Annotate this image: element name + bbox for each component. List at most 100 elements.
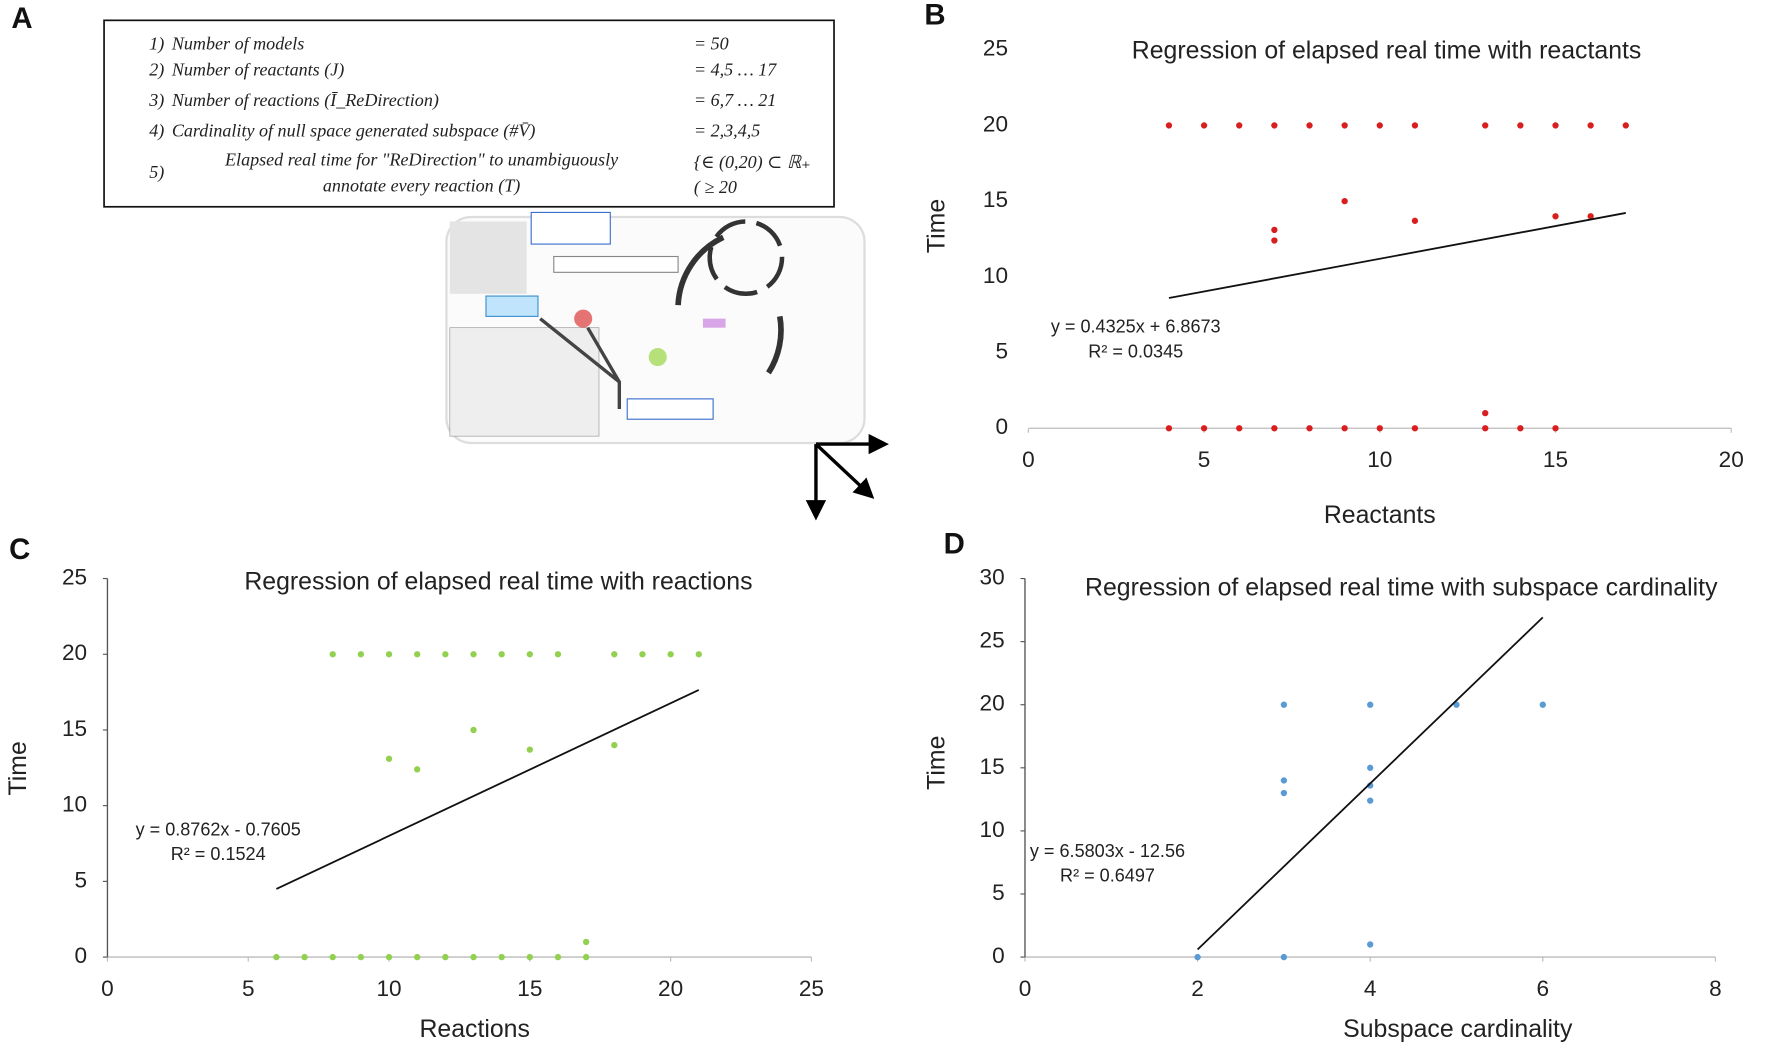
x-tick-label: 10 [1367, 447, 1392, 472]
scatter-point [582, 938, 590, 946]
scatter-point [1280, 789, 1288, 797]
scatter-point [385, 651, 393, 658]
scatter-point [695, 651, 702, 658]
y-tick-label: 5 [995, 339, 1008, 364]
y-tick-label: 20 [980, 691, 1005, 716]
scatter-point [554, 953, 562, 961]
trendline [1196, 616, 1544, 951]
scatter-point [1200, 122, 1208, 129]
trendline [276, 689, 700, 890]
scatter-point [385, 755, 393, 762]
y-tick-label: 25 [980, 628, 1005, 653]
y-tick-label: 15 [980, 754, 1005, 779]
scatter-point [1367, 797, 1374, 804]
panel-letter: A [11, 2, 32, 35]
r-squared: R² = 0.6497 [1060, 866, 1155, 886]
scatter-point [1552, 122, 1559, 129]
scatter-point [1376, 425, 1383, 432]
scatter-point [442, 953, 449, 961]
x-tick-label: 20 [658, 976, 683, 1001]
scatter-point [329, 651, 336, 658]
y-tick-label: 0 [995, 414, 1008, 439]
scatter-point [1306, 122, 1313, 129]
y-tick-label: 20 [62, 640, 87, 665]
x-tick-label: 0 [1019, 976, 1032, 1001]
scatter-point [1517, 122, 1524, 129]
x-axis-label: Subspace cardinality [1343, 1016, 1573, 1043]
scatter-point [1271, 237, 1278, 244]
scatter-point [1539, 701, 1546, 708]
scatter-point [1552, 425, 1559, 432]
row-label: Elapsed real time for "ReDirection" to u… [224, 150, 619, 170]
scatter-point [498, 953, 505, 961]
scatter-point [1271, 122, 1278, 129]
scatter-point [1411, 122, 1419, 129]
y-tick-label: 10 [62, 792, 87, 817]
scatter-point [1411, 425, 1419, 432]
scatter-point [1482, 122, 1489, 129]
regression-equation: y = 0.4325x + 6.8673 [1051, 316, 1221, 336]
scatter-point [526, 746, 533, 753]
scatter-point [1482, 425, 1489, 432]
y-tick-label: 10 [980, 817, 1005, 842]
panel-letter: C [9, 533, 30, 566]
scatter-point [442, 651, 449, 658]
x-tick-label: 20 [1719, 447, 1744, 472]
row-label: Number of models [171, 33, 304, 53]
scatter-point [414, 651, 421, 658]
scatter-point [1341, 425, 1348, 432]
x-tick-label: 15 [517, 976, 542, 1001]
scatter-point [1341, 197, 1348, 205]
row-value: = 4,5 … 17 [694, 59, 777, 79]
scatter-point [357, 651, 365, 658]
chart-title: Regression of elapsed real time with rea… [1132, 38, 1642, 65]
scatter-point [554, 651, 562, 658]
row-label: Cardinality of null space generated subs… [172, 120, 536, 141]
x-tick-label: 2 [1191, 976, 1204, 1001]
y-tick-label: 25 [983, 36, 1008, 61]
r-squared: R² = 0.1524 [171, 844, 266, 864]
regression-equation: y = 6.5803x - 12.56 [1030, 841, 1185, 861]
x-tick-label: 5 [1198, 447, 1211, 472]
scatter-point [639, 651, 646, 658]
chart-title: Regression of elapsed real time with sub… [1085, 574, 1718, 601]
scatter-point [1194, 953, 1201, 961]
scatter-point [470, 651, 477, 658]
row-number: 3) [148, 90, 164, 111]
row-number: 5) [149, 162, 164, 183]
scatter-point [1367, 941, 1374, 948]
y-tick-label: 5 [75, 867, 88, 892]
row-label: Number of reactants (J) [171, 59, 344, 80]
scatter-point [1376, 122, 1383, 129]
scatter-point [1587, 122, 1594, 129]
y-axis-label: Time [5, 741, 32, 795]
workflow-thumbnail [445, 211, 866, 445]
arrows [805, 433, 889, 521]
scatter-point [329, 953, 336, 961]
y-tick-label: 0 [75, 943, 88, 968]
row-value: = 6,7 … 21 [694, 90, 776, 110]
panel-letter: D [944, 528, 965, 561]
y-tick-label: 25 [62, 565, 87, 590]
x-tick-label: 8 [1709, 976, 1722, 1001]
y-tick-label: 20 [983, 111, 1008, 136]
scatter-point [1200, 425, 1208, 432]
scatter-point [470, 726, 477, 734]
scatter-point [273, 953, 280, 961]
scatter-point [526, 651, 533, 658]
scatter-point [1411, 217, 1419, 224]
x-axis-label: Reactions [419, 1016, 529, 1043]
y-axis-label: Time [924, 736, 951, 790]
row-label: Number of reactions (Ī_ReDirection) [171, 90, 439, 111]
y-tick-label: 15 [983, 187, 1008, 212]
x-axis-label: Reactants [1324, 502, 1436, 529]
scatter-point [1367, 764, 1374, 771]
scatter-point [1517, 425, 1524, 432]
row-number: 2) [149, 59, 164, 80]
row-value: = 2,3,4,5 [694, 120, 760, 140]
scatter-point [1367, 701, 1374, 708]
scatter-point [1280, 953, 1288, 961]
scatter-point [470, 953, 477, 961]
scatter-point [1552, 213, 1559, 220]
